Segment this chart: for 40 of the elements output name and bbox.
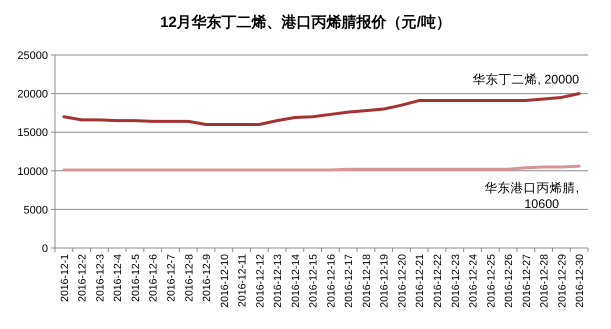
x-tick-label: 2016-12-21 [414,254,426,308]
x-tick-label: 2016-12-27 [520,254,533,308]
x-tick-label: 2016-12-12 [254,254,266,308]
x-tick-label: 2016-12-14 [290,254,302,308]
x-tick-label: 2016-12-7 [165,254,178,302]
x-tick-label: 2016-12-6 [148,254,160,302]
x-tick-label: 2016-12-15 [308,254,320,308]
chart-title: 12月华东丁二烯、港口丙烯腈报价（元/吨） [160,13,451,31]
x-tick-label: 2016-12-16 [325,254,338,308]
x-tick-label: 2016-12-13 [272,254,284,308]
x-tick-label: 2016-12-11 [236,254,249,307]
y-tick-label: 5000 [24,204,48,216]
x-tick-label: 2016-12-22 [432,254,444,308]
annotation: 华东丁二烯, 20000 [472,72,580,87]
x-tick-label: 2016-12-26 [503,254,516,308]
y-tick-label: 0 [42,243,48,255]
y-tick-label: 15000 [17,127,48,140]
y-tick-label: 20000 [17,88,48,101]
x-tick-label: 2016-12-5 [130,254,142,302]
line-series [62,92,581,126]
x-tick-label: 2016-12-2 [76,254,89,302]
x-tick-label: 2016-12-19 [378,254,391,308]
x-tick-label: 2016-12-10 [218,254,231,308]
x-tick-label: 2016-12-24 [468,254,480,308]
x-tick-label: 2016-12-9 [201,254,214,302]
x-tick-label: 2016-12-8 [183,254,196,302]
x-tick-label: 2016-12-4 [112,254,124,302]
y-tick-label: 10000 [17,166,48,178]
annotation: 华东港口丙烯腈, 10600 [484,181,580,212]
x-tick-label: 2016-12-23 [450,254,462,308]
x-tick-label: 2016-12-1 [58,254,71,302]
x-tick-label: 2016-12-20 [396,254,408,308]
x-tick-label: 2016-12-25 [485,254,498,308]
y-tick-label: 25000 [17,50,48,62]
x-tick-label: 2016-12-28 [538,254,551,308]
x-tick-label: 2016-12-3 [94,254,106,302]
x-tick-label: 2016-12-17 [343,254,356,308]
x-tick-label: 2016-12-30 [574,254,586,308]
x-tick-label: 2016-12-18 [360,254,373,308]
x-tick-label: 2016-12-29 [556,254,568,308]
